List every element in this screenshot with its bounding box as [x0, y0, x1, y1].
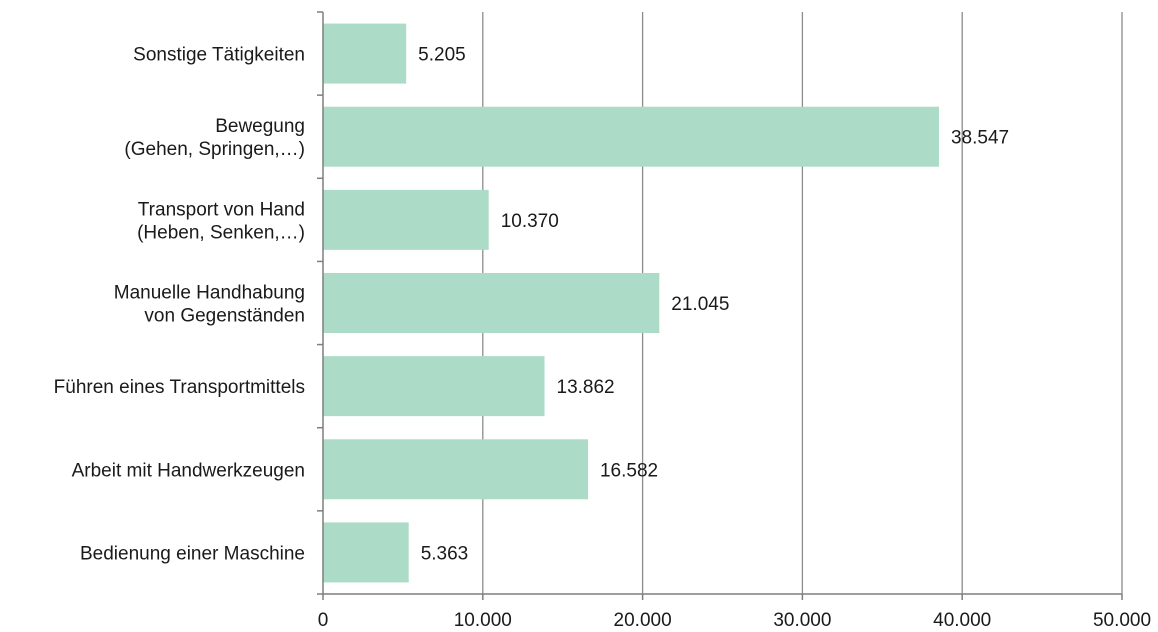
category-label: Bedienung einer Maschine	[80, 543, 305, 564]
data-label: 21.045	[671, 294, 729, 315]
category-label-line: von Gegenständen	[144, 306, 305, 327]
category-label-line: Bedienung einer Maschine	[80, 543, 305, 564]
category-label: Sonstige Tätigkeiten	[133, 45, 305, 66]
bar	[323, 439, 588, 500]
x-tick-label: 20.000	[614, 610, 672, 631]
x-tick-label: 0	[318, 610, 329, 631]
data-label: 13.862	[557, 377, 615, 398]
category-label: Manuelle Handhabung von Gegenständen	[114, 283, 305, 327]
bars	[323, 23, 939, 583]
x-tick-label: 10.000	[454, 610, 512, 631]
category-label: Transport von Hand (Heben, Senken,…)	[137, 199, 305, 243]
category-label: Bewegung (Gehen, Springen,…)	[124, 116, 305, 160]
bar	[323, 522, 409, 583]
category-label-line: Transport von Hand	[138, 199, 305, 220]
x-tick-label: 30.000	[773, 610, 831, 631]
category-label-line: Führen eines Transportmittels	[54, 377, 305, 398]
category-label-line: Sonstige Tätigkeiten	[133, 45, 305, 66]
axes	[317, 11, 1123, 600]
data-label: 16.582	[600, 460, 658, 481]
category-label-line: Bewegung	[215, 116, 305, 137]
bar	[323, 356, 545, 417]
data-label: 38.547	[951, 128, 1009, 149]
category-label-line: Manuelle Handhabung	[114, 283, 305, 304]
category-label-line: (Gehen, Springen,…)	[124, 139, 305, 160]
x-tick-label: 40.000	[933, 610, 991, 631]
bar	[323, 23, 407, 84]
labels: 5.205 38.547 10.370 21.045 13.862 16.582 5.363…	[54, 45, 1151, 631]
data-label: 5.363	[421, 543, 469, 564]
x-tick-label: 50.000	[1093, 610, 1151, 631]
category-label-line: (Heben, Senken,…)	[137, 222, 305, 243]
bar	[323, 189, 489, 250]
data-label: 10.370	[501, 211, 559, 232]
category-label: Führen eines Transportmittels	[54, 377, 305, 398]
category-label-line: Arbeit mit Handwerkzeugen	[72, 460, 305, 481]
category-label: Arbeit mit Handwerkzeugen	[72, 460, 305, 481]
bar	[323, 273, 660, 333]
data-label: 5.205	[418, 45, 466, 66]
bar	[323, 106, 939, 167]
